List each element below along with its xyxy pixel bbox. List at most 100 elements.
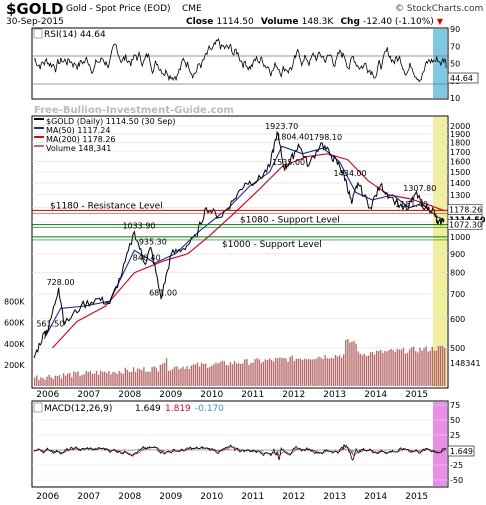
volume-bar [332,358,335,386]
right-label: 1178.26 [449,206,482,215]
rsi-last-label: 44.64 [450,74,473,83]
volume-bar [295,358,298,386]
volume-bar [312,359,314,386]
volume-bar [384,350,386,386]
volume-bar [275,357,277,386]
volume-bar [85,370,87,386]
macd-year-label: 2011 [241,492,264,502]
volume-bar [139,368,141,386]
volume-bar [293,360,295,386]
volume-bar [48,374,50,386]
volume-bar [213,364,215,386]
volume-bar [400,349,403,386]
volume-bar [137,368,139,386]
volume-bar [260,362,262,386]
volume-bar [283,358,285,386]
price-year-label: 2010 [200,390,223,400]
volume-bar [345,339,347,386]
volume-bar [50,377,52,386]
volume-bar [336,356,339,386]
volume-bar [209,366,211,386]
price-year-label: 2008 [118,390,141,400]
volume-bar [396,348,398,386]
volume-bar [386,351,388,386]
price-tick-label: 600 [450,315,465,324]
volume-bar [211,365,213,386]
volume-bar [443,347,446,386]
price-annotation: 1033.90 [122,222,155,231]
volume-bar [120,372,122,386]
macd-year-label: 2009 [159,492,182,502]
macd-x-axis-labels: 2006 2007 2008 2009 2010 2011 2012 2013 2014 2015 [36,492,428,502]
volume-bar [427,351,429,386]
volume-bar [254,359,256,386]
symbol: $GOLD [6,0,64,18]
rsi-tick-labels: 1030507090 [450,25,460,103]
rsi-tick-label: 90 [450,25,460,34]
volume-bar [423,348,425,386]
volume-bar [429,350,431,386]
volume-bar [246,359,248,386]
legend-entry: Volume 148,341 [46,144,111,153]
volume-bar [390,348,392,386]
legend-swatch [34,145,44,147]
volume-bar [351,341,353,386]
volume-bar [114,372,116,386]
volume-bar [394,351,396,386]
volume-tick-label: 800K [4,298,25,307]
volume-bar [408,349,411,386]
volume-bar [178,369,180,386]
macd-year-label: 2010 [200,492,223,502]
volume-bar [417,352,419,386]
macd-year-label: 2007 [77,492,100,502]
price-tick-label: 1000 [450,233,470,242]
close-label: Close [186,17,214,27]
volume-bar [299,358,302,386]
volume-bar [77,371,79,386]
volume-bar [369,352,372,386]
price-tick-label: 1800 [450,139,470,148]
volume-bar [151,367,153,386]
volume-bar [359,353,361,386]
volume-bar [204,363,207,386]
volume-bar [221,360,223,386]
volume-bar [200,362,203,386]
volume-bar [223,361,225,386]
volume-bar [44,379,46,386]
volume-bar [155,367,157,386]
volume-bar [330,357,333,386]
volume-bar [34,377,36,386]
volume-bar [270,359,273,386]
volume-tick-label: 600K [4,319,25,328]
down-arrow-icon: ▼ [436,17,444,26]
volume-bar [334,354,337,386]
volume-bar [180,368,182,386]
legend-swatch [34,118,44,120]
volume-bars [34,339,446,386]
price-tick-label: 500 [450,344,465,353]
volume-bar [322,358,324,386]
price-annotation: 1181.40 [395,200,428,209]
price-tick-label: 700 [450,290,465,299]
volume-bar [347,339,349,386]
price-annotation: 1798.10 [309,133,342,142]
price-year-label: 2007 [77,390,100,400]
volume-bar [69,373,71,386]
volume-bar [147,371,149,386]
volume-bar [71,377,73,386]
volume-bar [279,357,281,386]
volume-bar [285,358,287,386]
volume-bar [58,375,61,386]
volume-bar [242,363,244,386]
volume-bar [128,372,131,386]
volume-bar [97,374,100,386]
macd-year-label: 2013 [323,492,346,502]
volume-bar [266,360,269,386]
volume-bar [91,373,94,386]
volume-bar [328,358,330,386]
volume-bar [287,361,289,386]
volume-bar [124,367,127,386]
volume-bar [437,345,440,386]
price-year-label: 2011 [241,390,264,400]
